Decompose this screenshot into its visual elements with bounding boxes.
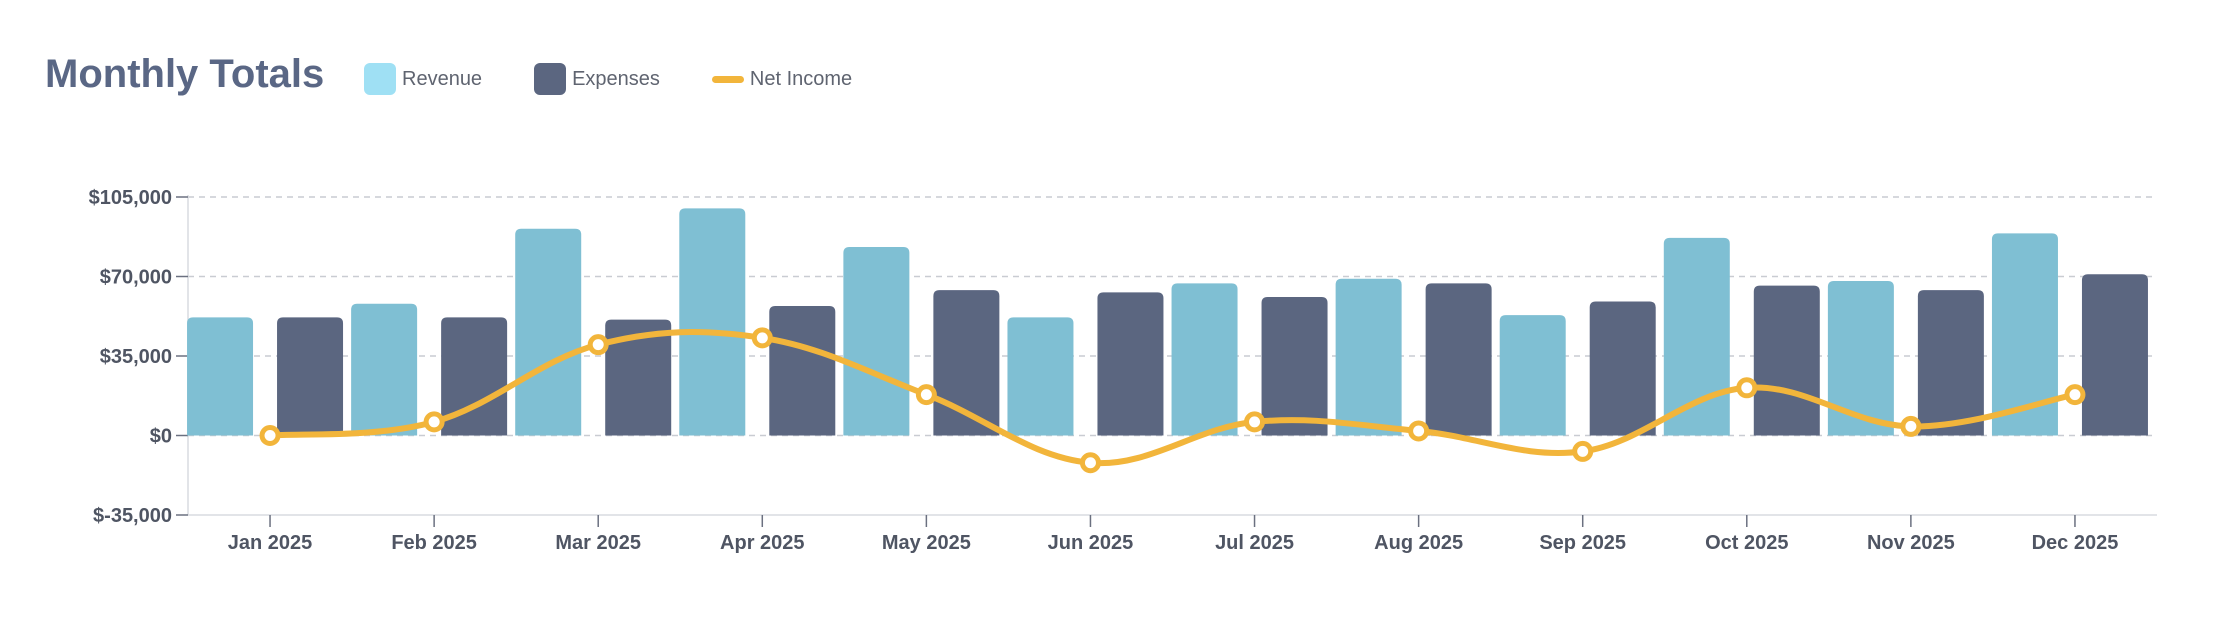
legend-item-expenses[interactable]: Expenses (534, 63, 660, 95)
y-ticks: $105,000 $70,000 $35,000 $0 $-35,000 (89, 187, 188, 527)
chart-title: Monthly Totals (45, 52, 325, 96)
expenses-bar (1753, 285, 1820, 436)
bars (187, 208, 2148, 436)
net-income-point (1736, 377, 1758, 399)
expenses-bar (769, 306, 836, 436)
expenses-bar (1261, 296, 1328, 436)
y-tick-label: $70,000 (100, 267, 172, 289)
expenses-bar (1097, 292, 1164, 436)
expenses-bar (933, 290, 1000, 436)
x-tick-label: Aug 2025 (1374, 532, 1463, 554)
legend-swatch-revenue (364, 63, 396, 95)
expenses-bar (277, 317, 344, 436)
revenue-bar (187, 317, 254, 436)
expenses-bar (2081, 274, 2148, 436)
net-income-point (1079, 452, 1101, 474)
legend-label-expenses: Expenses (572, 67, 660, 90)
legend-line-net-income (711, 75, 744, 83)
legend-label-revenue: Revenue (402, 67, 483, 90)
expenses-bar (441, 317, 508, 436)
revenue-bar (515, 228, 582, 436)
x-tick-label: Mar 2025 (555, 532, 641, 554)
revenue-bar (1335, 278, 1402, 436)
x-tick-label: Feb 2025 (391, 532, 477, 554)
expenses-bar (605, 319, 672, 436)
expenses-bar (1589, 301, 1656, 436)
revenue-bar (351, 303, 418, 436)
x-ticks: Jan 2025 Feb 2025 Mar 2025 Apr 2025 May 2025… (228, 515, 2119, 554)
y-tick-label: $105,000 (89, 187, 172, 209)
net-income-point (1244, 411, 1266, 433)
x-tick-label: Apr 2025 (720, 532, 805, 554)
legend-item-net-income[interactable]: Net Income (711, 67, 853, 91)
revenue-bar (1007, 317, 1074, 436)
revenue-bar (1171, 283, 1238, 436)
y-tick-label: $-35,000 (93, 505, 172, 527)
net-income-point (1572, 440, 1594, 462)
x-tick-label: Sep 2025 (1539, 532, 1626, 554)
net-income-point (751, 327, 773, 349)
net-income-point (259, 425, 281, 446)
net-income-point (2064, 384, 2086, 406)
expenses-bar (1917, 290, 1984, 436)
revenue-bar (679, 208, 746, 436)
legend-swatch-expenses (534, 63, 567, 95)
legend: Revenue Expenses Net Income (364, 62, 904, 96)
revenue-bar (1499, 315, 1566, 436)
net-income-point (915, 384, 937, 406)
legend-item-revenue[interactable]: Revenue (364, 63, 482, 95)
net-income-point (1408, 420, 1430, 442)
x-tick-label: Oct 2025 (1705, 532, 1788, 554)
net-income-point (423, 411, 445, 433)
x-tick-label: Nov 2025 (1867, 532, 1955, 554)
legend-label-net-income: Net Income (749, 67, 853, 90)
revenue-bar (843, 246, 910, 436)
revenue-bar (1827, 281, 1894, 436)
net-income-point (1900, 415, 1922, 437)
net-income-line (267, 329, 2078, 467)
revenue-bar (1991, 233, 2058, 436)
y-tick-label: $0 (150, 426, 172, 448)
revenue-bar (1663, 237, 1730, 436)
net-income-point (587, 334, 609, 356)
net-income-points (259, 327, 2086, 474)
x-tick-label: Jun 2025 (1048, 532, 1134, 554)
x-tick-label: Dec 2025 (2032, 532, 2119, 554)
x-tick-label: Jan 2025 (228, 532, 313, 554)
x-tick-label: Jul 2025 (1215, 532, 1294, 554)
x-tick-label: May 2025 (882, 532, 971, 554)
expenses-bar (1425, 283, 1492, 436)
y-tick-label: $35,000 (100, 346, 172, 368)
